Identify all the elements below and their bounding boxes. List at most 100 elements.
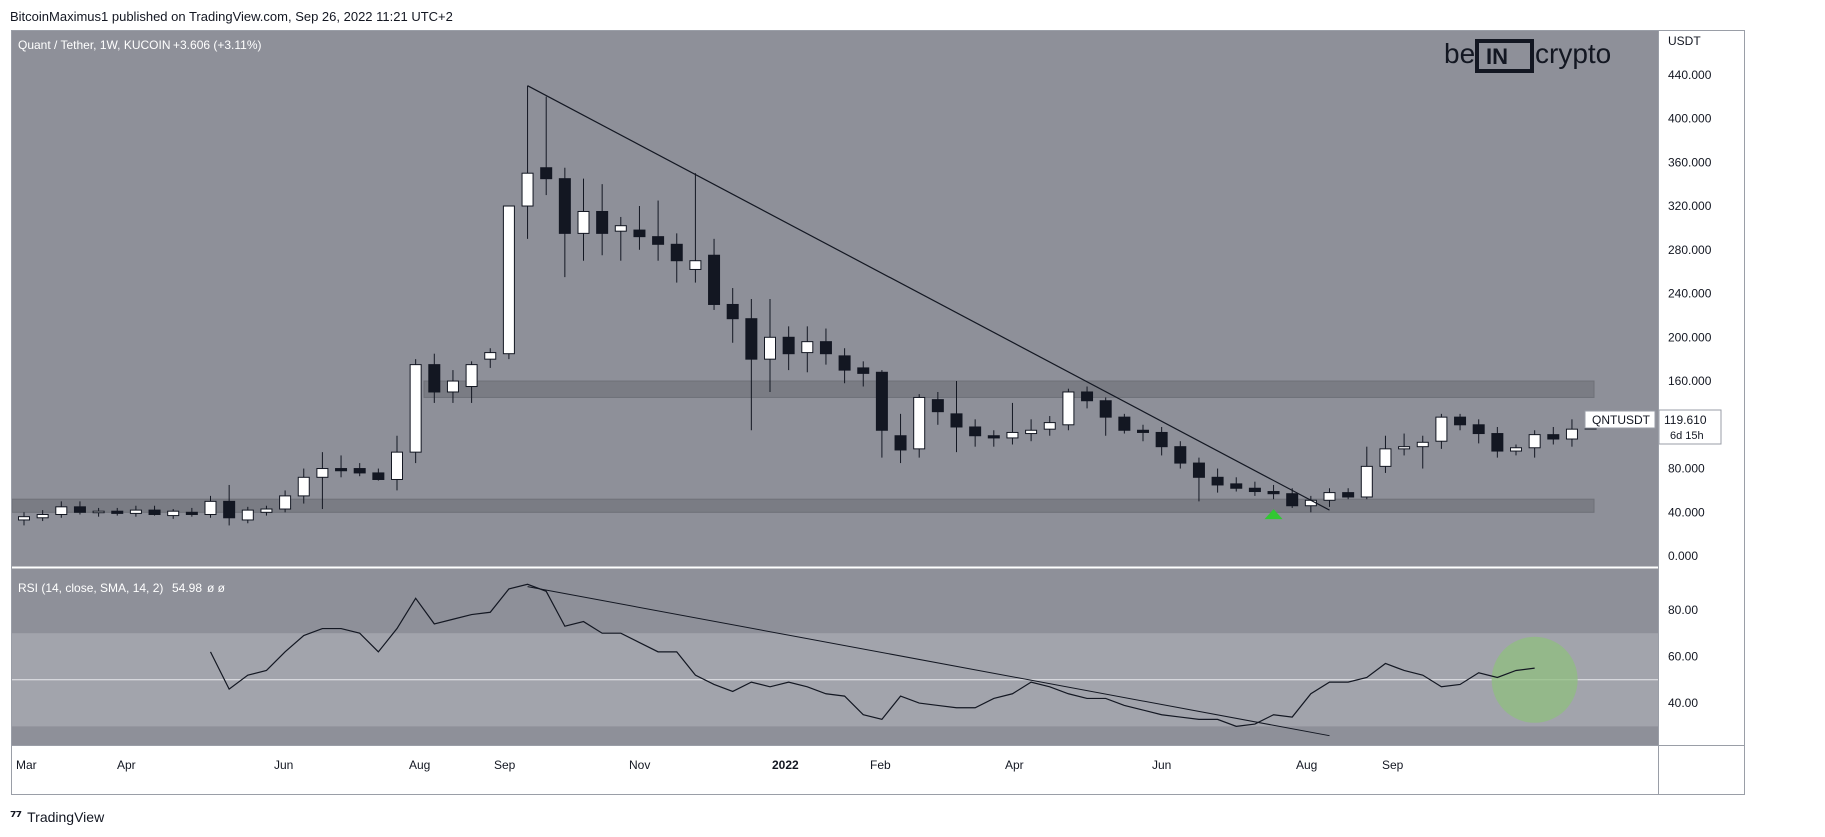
symbol-title: Quant / Tether, 1W, KUCOIN xyxy=(18,38,171,52)
candle-body xyxy=(111,510,124,514)
countdown-text: 6d 15h xyxy=(1670,430,1704,442)
time-tick-label: 2022 xyxy=(772,758,799,772)
candle-body xyxy=(540,167,553,180)
rsi-highlight-circle xyxy=(1491,636,1578,723)
candle-body xyxy=(1211,476,1224,486)
candle-body xyxy=(353,468,366,474)
footer: ⁷⁷ TradingView xyxy=(10,808,104,826)
candle-body xyxy=(1267,491,1280,495)
candle-body xyxy=(335,468,348,472)
candle-body xyxy=(987,435,1000,439)
candle-body xyxy=(1155,431,1168,448)
time-tick-label: Nov xyxy=(629,758,650,772)
price-tick-label: 320.000 xyxy=(1668,199,1712,213)
rsi-trendline xyxy=(527,586,1330,737)
candle-body xyxy=(409,364,422,453)
candle-body xyxy=(1323,492,1336,501)
time-tick-label: Jun xyxy=(1152,758,1171,772)
last-price-bg xyxy=(1658,409,1722,445)
candle-body xyxy=(260,508,273,513)
rsi-layer xyxy=(12,583,1658,737)
candle-body xyxy=(819,341,832,355)
candle-body xyxy=(1137,429,1149,433)
candle-body xyxy=(36,513,49,519)
price-layer xyxy=(11,85,1597,526)
rsi-tick-label: 80.00 xyxy=(1668,603,1698,617)
chart-frame[interactable]: 0.00040.00080.000120.000160.000200.00024… xyxy=(11,30,1745,795)
candle-body xyxy=(969,426,982,437)
candle-body xyxy=(148,509,161,515)
price-tick-label: 400.000 xyxy=(1668,112,1712,126)
candle-body xyxy=(838,355,851,371)
candle-body xyxy=(18,516,30,521)
candle-body xyxy=(223,500,236,519)
candle-body xyxy=(1118,416,1131,431)
rsi-tick-label: 60.00 xyxy=(1668,650,1698,664)
candle-body xyxy=(1491,433,1504,452)
candle-body xyxy=(1286,493,1299,507)
candle-body xyxy=(1435,416,1448,442)
ticker-badge[interactable]: QNTUSDT xyxy=(1584,410,1656,429)
rsi-label: RSI (14, close, SMA, 14, 2) xyxy=(18,581,163,595)
candle-body xyxy=(241,509,254,521)
candle-body xyxy=(1528,434,1541,449)
candle-body xyxy=(857,367,870,374)
last-price-text: 119.610 xyxy=(1664,413,1707,427)
rsi-value: 54.98 xyxy=(172,581,202,595)
publisher-line: BitcoinMaximus1 published on TradingView… xyxy=(10,9,453,24)
support-zone-0 xyxy=(11,498,1595,513)
price-tick-label: 200.000 xyxy=(1668,330,1712,344)
chart-svg[interactable]: 0.00040.00080.000120.000160.000200.00024… xyxy=(11,31,1744,794)
rsi-line xyxy=(209,583,1535,727)
last-price-label: 119.610 6d 15h xyxy=(1658,409,1722,445)
time-tick-label: Aug xyxy=(1296,758,1317,772)
watermark-middle: IN xyxy=(1486,44,1508,69)
candle-body xyxy=(1081,391,1094,402)
watermark-right: crypto xyxy=(1535,38,1611,69)
candle-body xyxy=(1025,429,1038,435)
time-tick-label: Aug xyxy=(409,758,430,772)
candle-body xyxy=(764,336,776,360)
candle-body xyxy=(1304,499,1317,507)
candle-body xyxy=(931,399,944,413)
candle-body xyxy=(1565,428,1578,440)
candle-body xyxy=(297,476,310,497)
beincrypto-watermark: be IN crypto xyxy=(1444,38,1611,73)
candle-body xyxy=(185,511,198,515)
candle-body xyxy=(1043,422,1056,430)
watermark-box-icon xyxy=(1475,39,1534,73)
rsi-extra: ø ø xyxy=(207,581,226,595)
price-tick-label: 160.000 xyxy=(1668,374,1712,388)
candle-body xyxy=(129,509,142,514)
price-tick-label: 0.000 xyxy=(1668,549,1698,563)
price-pane-bg xyxy=(12,31,1744,567)
candle-body xyxy=(204,500,217,515)
ticker-badge-bg xyxy=(1584,410,1656,429)
candle-body xyxy=(521,172,534,207)
candle-body xyxy=(1472,424,1485,435)
breakout-triangle-icon xyxy=(1264,509,1283,520)
candle-body xyxy=(782,336,795,355)
candle-body xyxy=(316,468,329,478)
candle-body xyxy=(726,303,739,320)
candle-body xyxy=(1006,431,1019,439)
candle-body xyxy=(558,178,571,234)
candle-body xyxy=(1062,391,1075,426)
candle-body xyxy=(577,210,590,234)
time-tick-label: Sep xyxy=(494,758,516,772)
ohlc-change: +3.606 (+3.11%) xyxy=(173,38,262,52)
candle-body xyxy=(670,243,683,262)
time-tick-label: Feb xyxy=(870,758,891,772)
time-axis-bg xyxy=(12,746,1744,794)
candle-body xyxy=(446,380,459,393)
time-tick-label: Sep xyxy=(1382,758,1404,772)
candle-body xyxy=(1510,447,1522,452)
candle-body xyxy=(614,225,627,232)
ticker-badge-text: QNTUSDT xyxy=(1592,413,1651,427)
candle-body xyxy=(92,510,105,514)
ohlc-legend: +3.606 (+3.11%) xyxy=(173,38,262,52)
candle-body xyxy=(950,413,963,428)
candle-body xyxy=(689,260,702,270)
candle-body xyxy=(1398,446,1411,450)
candle-body xyxy=(1230,483,1243,489)
